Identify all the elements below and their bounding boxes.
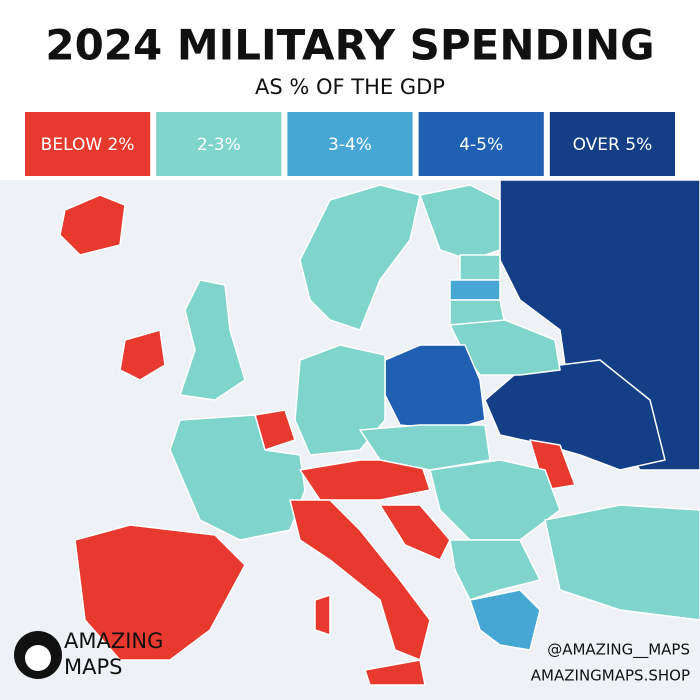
brand-name: MAPS bbox=[64, 655, 122, 679]
title: 2024 MILITARY SPENDING bbox=[45, 21, 654, 70]
legend-label: 3-4% bbox=[328, 135, 372, 155]
country bbox=[384, 344, 486, 431]
country bbox=[359, 424, 491, 471]
country bbox=[179, 279, 246, 401]
legend: BELOW 2% 2-3% 3-4% 4-5% OVER 5% bbox=[25, 112, 675, 176]
country bbox=[74, 524, 246, 661]
country bbox=[119, 329, 166, 381]
country bbox=[59, 194, 126, 256]
country bbox=[419, 184, 501, 261]
country bbox=[484, 359, 666, 471]
brand-name: AMAZING bbox=[64, 629, 163, 653]
legend-swatch bbox=[25, 112, 151, 176]
country bbox=[429, 459, 561, 541]
legend-label: OVER 5% bbox=[573, 135, 653, 155]
legend-swatch bbox=[549, 112, 675, 176]
country bbox=[544, 504, 700, 621]
logo-globe bbox=[25, 645, 51, 671]
country bbox=[449, 539, 541, 601]
subtitle: AS % OF THE GDP bbox=[255, 75, 445, 99]
legend-swatch bbox=[156, 112, 282, 176]
legend-label: BELOW 2% bbox=[41, 135, 135, 155]
map bbox=[59, 179, 700, 686]
handle: @AMAZING__MAPS bbox=[547, 641, 690, 660]
country bbox=[299, 184, 421, 331]
country bbox=[364, 659, 426, 686]
country bbox=[379, 504, 451, 561]
country bbox=[449, 279, 501, 301]
legend-label: 4-5% bbox=[459, 135, 503, 155]
legend-swatch bbox=[287, 112, 413, 176]
country bbox=[314, 594, 331, 636]
legend-swatch bbox=[418, 112, 544, 176]
country bbox=[469, 589, 541, 651]
country bbox=[459, 254, 501, 281]
site: AMAZINGMAPS.SHOP bbox=[531, 667, 690, 685]
legend-label: 2-3% bbox=[197, 135, 241, 155]
